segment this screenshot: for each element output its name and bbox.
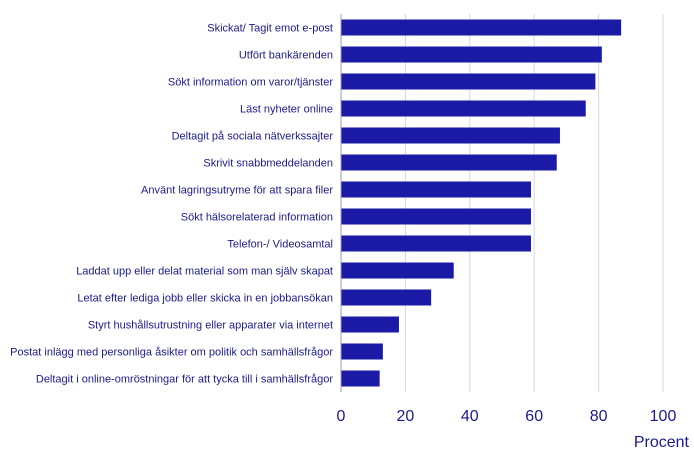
x-tick-label: 0 [337,408,346,425]
x-tick-labels: 0 20 40 60 80 100 [337,408,677,425]
bar [341,316,399,333]
bars [341,19,622,387]
bar [341,235,531,252]
bar [341,127,560,144]
category-label: Sökt information om varor/tjänster [168,77,333,89]
bar [341,19,622,36]
x-axis-title: Procent [634,434,690,451]
x-tick-label: 40 [461,408,479,425]
category-label: Deltagit i online-omröstningar för att t… [36,374,333,386]
category-label: Läst nyheter online [240,104,333,116]
bar [341,100,586,117]
bar [341,46,602,63]
bar [341,370,380,387]
x-tick-label: 80 [590,408,608,425]
bar [341,73,596,90]
category-label: Styrt hushållsutrustning eller apparater… [88,320,333,332]
category-label: Skrivit snabbmeddelanden [203,158,333,170]
category-label: Laddat upp eller delat material som man … [76,266,333,278]
category-label: Använt lagringsutryme för att spara file… [141,185,333,197]
category-label: Skickat/ Tagit emot e-post [207,23,333,35]
category-label: Postat inlägg med personliga åsikter om … [10,347,333,359]
category-label: Sökt hälsorelaterad information [181,212,333,224]
gridlines [404,14,664,392]
category-label: Utfört bankärenden [239,50,333,62]
category-label: Letat efter lediga jobb eller skicka in … [77,293,333,305]
bar [341,343,383,360]
bar [341,289,432,306]
x-tick-label: 100 [650,408,677,425]
bar [341,208,531,225]
bar [341,181,531,198]
category-labels: Skickat/ Tagit emot e-post Utfört bankäre… [10,23,333,386]
bar [341,154,557,171]
x-tick-label: 60 [525,408,543,425]
category-label: Telefon-/ Videosamtal [227,239,333,251]
x-tick-label: 20 [397,408,415,425]
category-label: Deltagit på sociala nätverkssajter [172,131,334,143]
bar [341,262,454,279]
